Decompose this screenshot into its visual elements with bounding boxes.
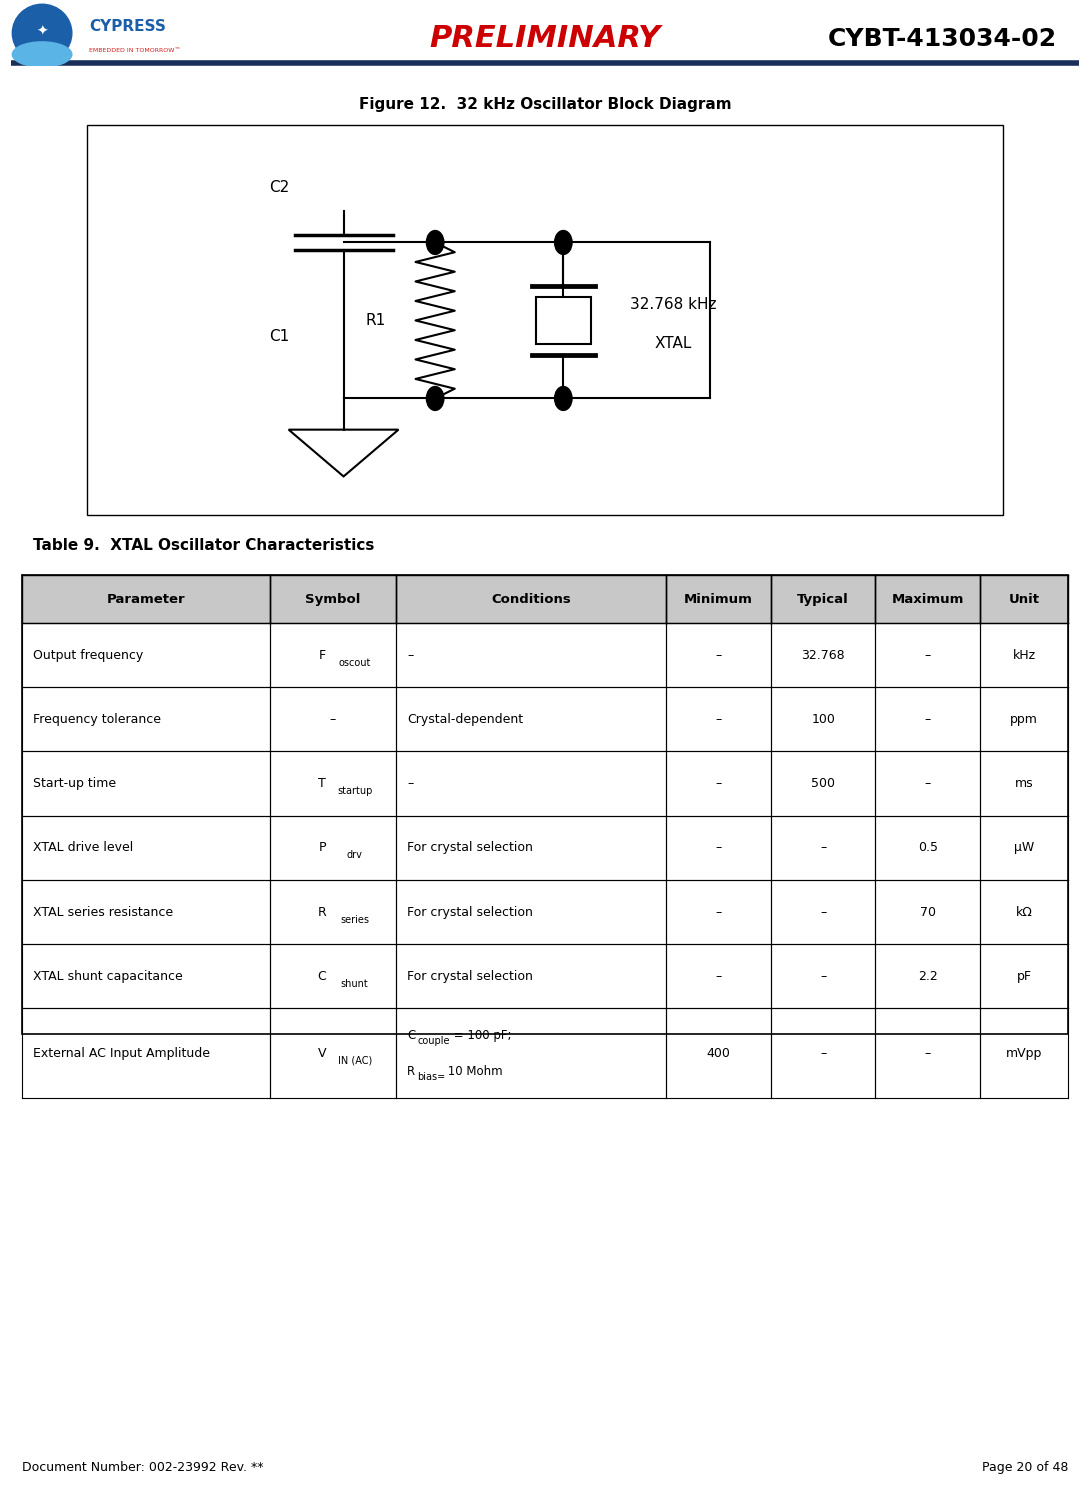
Text: –: – <box>820 841 826 855</box>
Text: oscout: oscout <box>339 657 371 668</box>
Text: Start-up time: Start-up time <box>33 777 116 790</box>
Text: T: T <box>318 777 326 790</box>
Text: Crystal-dependent: Crystal-dependent <box>408 713 523 726</box>
Text: XTAL shunt capacitance: XTAL shunt capacitance <box>33 970 182 983</box>
Text: CYBT-413034-02: CYBT-413034-02 <box>828 27 1057 51</box>
Text: Conditions: Conditions <box>492 593 571 605</box>
Ellipse shape <box>12 42 72 67</box>
Text: Minimum: Minimum <box>685 593 753 605</box>
Bar <box>536 297 591 344</box>
Bar <box>22 687 1068 751</box>
Circle shape <box>426 387 444 411</box>
Text: C: C <box>408 1029 415 1041</box>
Text: External AC Input Amplitude: External AC Input Amplitude <box>33 1047 209 1059</box>
Text: For crystal selection: For crystal selection <box>408 841 533 855</box>
Text: μW: μW <box>1014 841 1034 855</box>
Text: EMBEDDED IN TOMORROW™: EMBEDDED IN TOMORROW™ <box>89 48 181 52</box>
Text: Page 20 of 48: Page 20 of 48 <box>982 1461 1068 1473</box>
Text: IN (AC): IN (AC) <box>338 1056 372 1065</box>
Text: –: – <box>715 841 722 855</box>
Bar <box>22 751 1068 816</box>
Text: 10 Mohm: 10 Mohm <box>445 1065 502 1077</box>
Text: Output frequency: Output frequency <box>33 648 143 662</box>
Bar <box>87 125 1003 515</box>
Text: 32.768: 32.768 <box>801 648 845 662</box>
Text: 500: 500 <box>811 777 835 790</box>
Text: = 100 pF;: = 100 pF; <box>450 1029 511 1041</box>
Text: CYPRESS: CYPRESS <box>89 19 166 34</box>
Circle shape <box>555 387 572 411</box>
Text: XTAL drive level: XTAL drive level <box>33 841 133 855</box>
Text: R: R <box>317 905 326 919</box>
Text: R: R <box>408 1065 415 1077</box>
Text: Maximum: Maximum <box>892 593 964 605</box>
Text: ms: ms <box>1015 777 1033 790</box>
Circle shape <box>555 230 572 254</box>
Text: series: series <box>340 914 370 925</box>
Text: Figure 12.  32 kHz Oscillator Block Diagram: Figure 12. 32 kHz Oscillator Block Diagr… <box>359 97 731 112</box>
Text: 32.768 kHz: 32.768 kHz <box>630 297 716 312</box>
Text: bias=: bias= <box>417 1073 445 1082</box>
Text: PRELIMINARY: PRELIMINARY <box>429 24 661 54</box>
Text: 100: 100 <box>811 713 835 726</box>
Text: F: F <box>318 648 326 662</box>
Text: R1: R1 <box>365 312 386 329</box>
Text: C2: C2 <box>269 181 290 196</box>
Text: –: – <box>924 777 931 790</box>
Text: drv: drv <box>347 850 363 861</box>
Text: –: – <box>820 905 826 919</box>
Text: For crystal selection: For crystal selection <box>408 970 533 983</box>
Text: Unit: Unit <box>1008 593 1040 605</box>
Bar <box>22 880 1068 944</box>
Text: P: P <box>318 841 326 855</box>
Bar <box>22 1008 1068 1098</box>
Polygon shape <box>289 430 399 477</box>
Text: For crystal selection: For crystal selection <box>408 905 533 919</box>
Text: pF: pF <box>1017 970 1031 983</box>
Text: shunt: shunt <box>341 979 368 989</box>
Bar <box>22 575 1068 1034</box>
Text: ppm: ppm <box>1010 713 1038 726</box>
Text: –: – <box>715 905 722 919</box>
Bar <box>22 575 1068 623</box>
Text: 0.5: 0.5 <box>918 841 937 855</box>
Text: kHz: kHz <box>1013 648 1036 662</box>
Bar <box>22 944 1068 1008</box>
Text: –: – <box>924 648 931 662</box>
Text: –: – <box>820 970 826 983</box>
Text: C1: C1 <box>269 329 290 344</box>
Text: Frequency tolerance: Frequency tolerance <box>33 713 160 726</box>
Text: XTAL: XTAL <box>654 336 692 351</box>
Bar <box>22 816 1068 880</box>
Text: Symbol: Symbol <box>305 593 361 605</box>
Circle shape <box>426 230 444 254</box>
Text: –: – <box>715 777 722 790</box>
Text: V: V <box>318 1047 326 1059</box>
Text: –: – <box>820 1047 826 1059</box>
Text: –: – <box>408 648 413 662</box>
Text: 400: 400 <box>706 1047 730 1059</box>
Text: C: C <box>317 970 326 983</box>
Text: Table 9.  XTAL Oscillator Characteristics: Table 9. XTAL Oscillator Characteristics <box>33 538 374 553</box>
Bar <box>22 623 1068 687</box>
Text: –: – <box>408 777 413 790</box>
Text: –: – <box>715 648 722 662</box>
Text: Document Number: 002-23992 Rev. **: Document Number: 002-23992 Rev. ** <box>22 1461 264 1473</box>
Text: Typical: Typical <box>797 593 849 605</box>
Text: couple: couple <box>417 1037 449 1046</box>
Text: ✦: ✦ <box>36 24 48 39</box>
Text: –: – <box>330 713 336 726</box>
Text: 70: 70 <box>920 905 935 919</box>
Text: kΩ: kΩ <box>1016 905 1032 919</box>
Text: –: – <box>924 1047 931 1059</box>
Text: –: – <box>924 713 931 726</box>
Ellipse shape <box>12 4 72 61</box>
Text: 2.2: 2.2 <box>918 970 937 983</box>
Text: XTAL series resistance: XTAL series resistance <box>33 905 173 919</box>
Text: mVpp: mVpp <box>1006 1047 1042 1059</box>
Text: –: – <box>715 970 722 983</box>
Text: –: – <box>715 713 722 726</box>
Text: Parameter: Parameter <box>107 593 185 605</box>
Text: startup: startup <box>337 786 373 796</box>
